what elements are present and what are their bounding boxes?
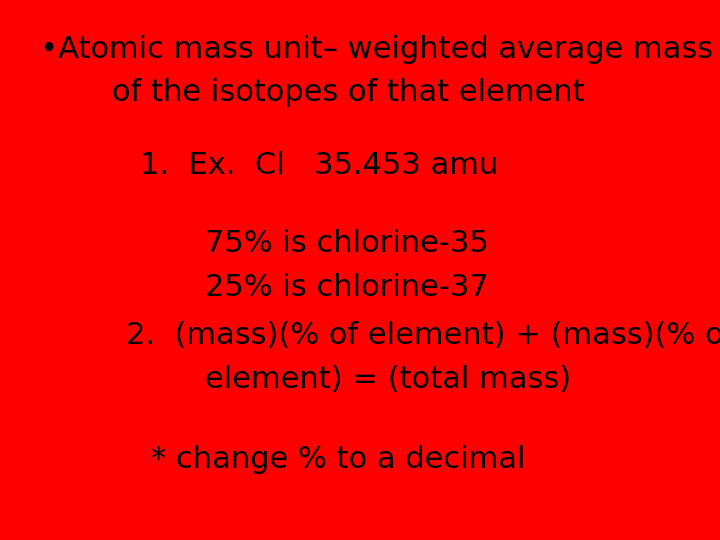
Text: 75% is chlorine-35: 75% is chlorine-35 bbox=[205, 230, 489, 259]
Text: •Atomic mass unit– weighted average mass: •Atomic mass unit– weighted average mass bbox=[40, 35, 713, 64]
Text: of the isotopes of that element: of the isotopes of that element bbox=[112, 78, 584, 107]
Text: 1.  Ex.  Cl   35.453 amu: 1. Ex. Cl 35.453 amu bbox=[140, 151, 499, 180]
Text: 2.  (mass)(% of element) + (mass)(% of: 2. (mass)(% of element) + (mass)(% of bbox=[126, 321, 720, 350]
Text: * change % to a decimal: * change % to a decimal bbox=[151, 446, 526, 475]
Text: element) = (total mass): element) = (total mass) bbox=[205, 364, 572, 394]
Text: 25% is chlorine-37: 25% is chlorine-37 bbox=[205, 273, 489, 302]
